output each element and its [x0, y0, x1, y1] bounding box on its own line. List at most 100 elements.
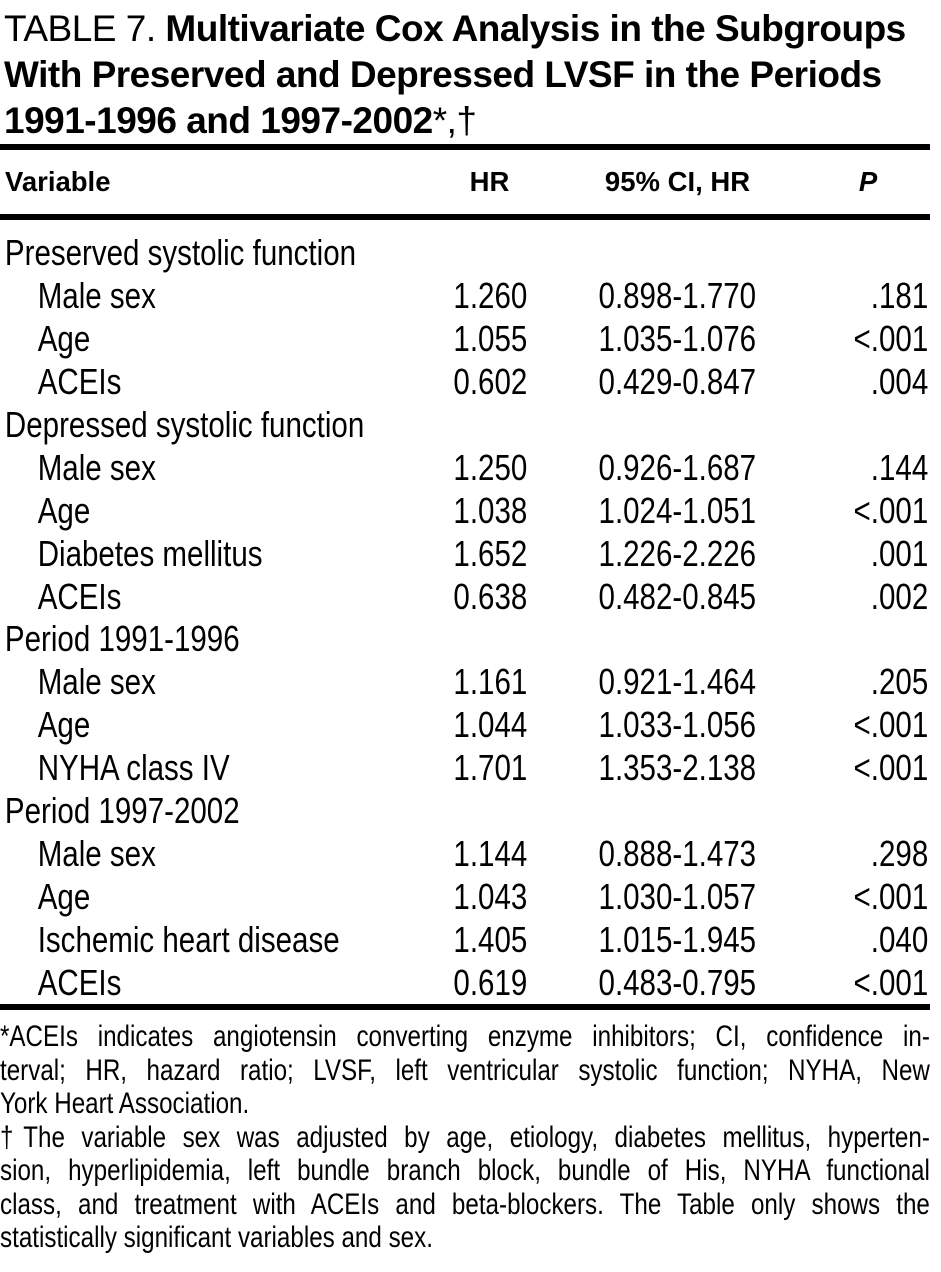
- ci-cell: 1.015-1.945: [598, 918, 757, 960]
- p-cell: .144: [870, 446, 929, 488]
- ci-cell: 0.898-1.770: [598, 275, 757, 317]
- table-number-label: TABLE 7.: [4, 8, 156, 49]
- table-title-line-3: 1991-1996 and 1997-2002*,†: [4, 98, 941, 144]
- table-row: Age 1.044 1.033-1.056 <.001: [0, 704, 930, 747]
- footnotes-wrapper: *ACEIs indicates angiotensin converting …: [0, 1010, 930, 1255]
- hr-cell: 1.038: [453, 489, 528, 531]
- variable-cell: Preserved systolic function: [4, 232, 357, 274]
- column-header-ci: 95% CI, HR: [604, 166, 751, 197]
- p-cell: <.001: [853, 875, 929, 917]
- bottom-rule: [0, 1004, 930, 1011]
- hr-cell: 0.602: [453, 361, 528, 403]
- table-row: NYHA class IV 1.701 1.353-2.138 <.001: [0, 747, 930, 790]
- p-cell: .002: [870, 575, 929, 617]
- variable-cell: ACEIs: [37, 961, 122, 1003]
- footnote-markers: *,†: [432, 100, 477, 141]
- variable-cell: NYHA class IV: [37, 747, 230, 789]
- ci-cell: 0.482-0.845: [598, 575, 757, 617]
- table-row: Male sex 1.260 0.898-1.770 .181: [0, 275, 930, 318]
- variable-cell: ACEIs: [37, 361, 122, 403]
- variable-cell: Diabetes mellitus: [37, 532, 263, 574]
- table-row: ACEIs 0.602 0.429-0.847 .004: [0, 361, 930, 404]
- p-cell: .004: [870, 361, 929, 403]
- footnote-line: *ACEIs indicates angiotensin converting …: [0, 1020, 930, 1054]
- p-cell: <.001: [853, 318, 929, 360]
- p-cell: <.001: [853, 489, 929, 531]
- table-title: TABLE 7. Multivariate Cox Analysis in th…: [0, 0, 941, 144]
- p-cell: .205: [870, 661, 929, 703]
- ci-cell: 0.429-0.847: [598, 361, 757, 403]
- variable-cell: Male sex: [37, 661, 156, 703]
- table-header-row: Variable HR 95% CI, HR P: [0, 150, 930, 214]
- table-body-wrapper: Preserved systolic function Male sex 1.260…: [0, 220, 930, 1004]
- table-title-bold-2: With Preserved and Depressed LVSF in the…: [4, 54, 882, 95]
- variable-cell: ACEIs: [37, 575, 122, 617]
- hr-cell: 1.161: [453, 661, 528, 703]
- ci-cell: 1.030-1.057: [598, 875, 757, 917]
- variable-cell: Male sex: [37, 446, 156, 488]
- footnote-line: †The variable sex was adjusted by age, e…: [0, 1120, 930, 1154]
- variable-cell: Age: [37, 704, 91, 746]
- table-row: ACEIs 0.638 0.482-0.845 .002: [0, 575, 930, 618]
- table-row: Male sex 1.250 0.926-1.687 .144: [0, 446, 930, 489]
- footnote-line: class, and treatment with ACEIs and beta…: [0, 1187, 930, 1221]
- variable-cell: Age: [37, 875, 91, 917]
- column-header-hr: HR: [469, 166, 510, 197]
- ci-cell: 1.024-1.051: [598, 489, 757, 531]
- p-cell: <.001: [853, 747, 929, 789]
- table-row: Age 1.055 1.035-1.076 <.001: [0, 318, 930, 361]
- footnote-line: statistically significant variables and …: [0, 1221, 433, 1255]
- hr-cell: 1.250: [453, 446, 528, 488]
- hr-cell: 0.619: [453, 961, 528, 1003]
- column-header-p: P: [858, 166, 878, 197]
- hr-cell: 0.638: [453, 575, 528, 617]
- footnote-line: terval; HR, hazard ratio; LVSF, left ven…: [0, 1053, 930, 1087]
- table-row: Male sex 1.161 0.921-1.464 .205: [0, 661, 930, 704]
- ci-cell: 0.921-1.464: [598, 661, 757, 703]
- table-row: Diabetes mellitus 1.652 1.226-2.226 .001: [0, 532, 930, 575]
- ci-cell: 0.888-1.473: [598, 832, 757, 874]
- variable-cell: Male sex: [37, 275, 156, 317]
- variable-cell: Depressed systolic function: [4, 404, 365, 445]
- table-title-bold-1: Multivariate Cox Analysis in the Subgrou…: [165, 8, 906, 49]
- table-group-row: Preserved systolic function: [0, 232, 930, 275]
- table-row: Age 1.038 1.024-1.051 <.001: [0, 489, 930, 532]
- ci-cell: 0.926-1.687: [598, 446, 757, 488]
- table-title-line-2: With Preserved and Depressed LVSF in the…: [4, 52, 941, 98]
- table-row: Ischemic heart disease 1.405 1.015-1.945 .0…: [0, 918, 930, 961]
- hr-cell: 1.044: [453, 704, 528, 746]
- table-row: ACEIs 0.619 0.483-0.795 <.001: [0, 961, 930, 1004]
- p-cell: <.001: [853, 961, 929, 1003]
- hr-cell: 1.260: [453, 275, 528, 317]
- footnotes: *ACEIs indicates angiotensin converting …: [0, 1010, 930, 1255]
- ci-cell: 1.033-1.056: [598, 704, 757, 746]
- top-rule: [0, 144, 930, 150]
- header-rule: [0, 214, 930, 220]
- hr-cell: 1.405: [453, 918, 528, 960]
- variable-cell: Period 1997-2002: [4, 790, 240, 832]
- table-title-line-1: TABLE 7. Multivariate Cox Analysis in th…: [4, 6, 941, 52]
- variable-cell: Period 1991-1996: [4, 618, 240, 660]
- p-cell: .040: [870, 918, 929, 960]
- variable-cell: Age: [37, 489, 91, 531]
- variable-cell: Male sex: [37, 832, 156, 874]
- variable-cell: Ischemic heart disease: [37, 918, 340, 960]
- table-group-row: Period 1991-1996: [0, 618, 930, 661]
- table-title-bold-3: 1991-1996 and 1997-2002: [4, 100, 433, 141]
- p-cell: .298: [870, 832, 929, 874]
- ci-cell: 1.353-2.138: [598, 747, 757, 789]
- hr-cell: 1.701: [453, 747, 528, 789]
- ci-cell: 0.483-0.795: [598, 961, 757, 1003]
- p-cell: <.001: [853, 704, 929, 746]
- table-group-row: Depressed systolic function: [0, 404, 930, 447]
- footnote-line: sion, hyperlipidemia, left bundle branch…: [0, 1154, 930, 1188]
- hr-cell: 1.055: [453, 318, 528, 360]
- table-row: Age 1.043 1.030-1.057 <.001: [0, 875, 930, 918]
- table-group-row: Period 1997-2002: [0, 790, 930, 833]
- ci-cell: 1.035-1.076: [598, 318, 757, 360]
- table-row: Male sex 1.144 0.888-1.473 .298: [0, 832, 930, 875]
- footnote-line: York Heart Association.: [0, 1087, 250, 1121]
- p-cell: .181: [870, 275, 929, 317]
- ci-cell: 1.226-2.226: [598, 532, 757, 574]
